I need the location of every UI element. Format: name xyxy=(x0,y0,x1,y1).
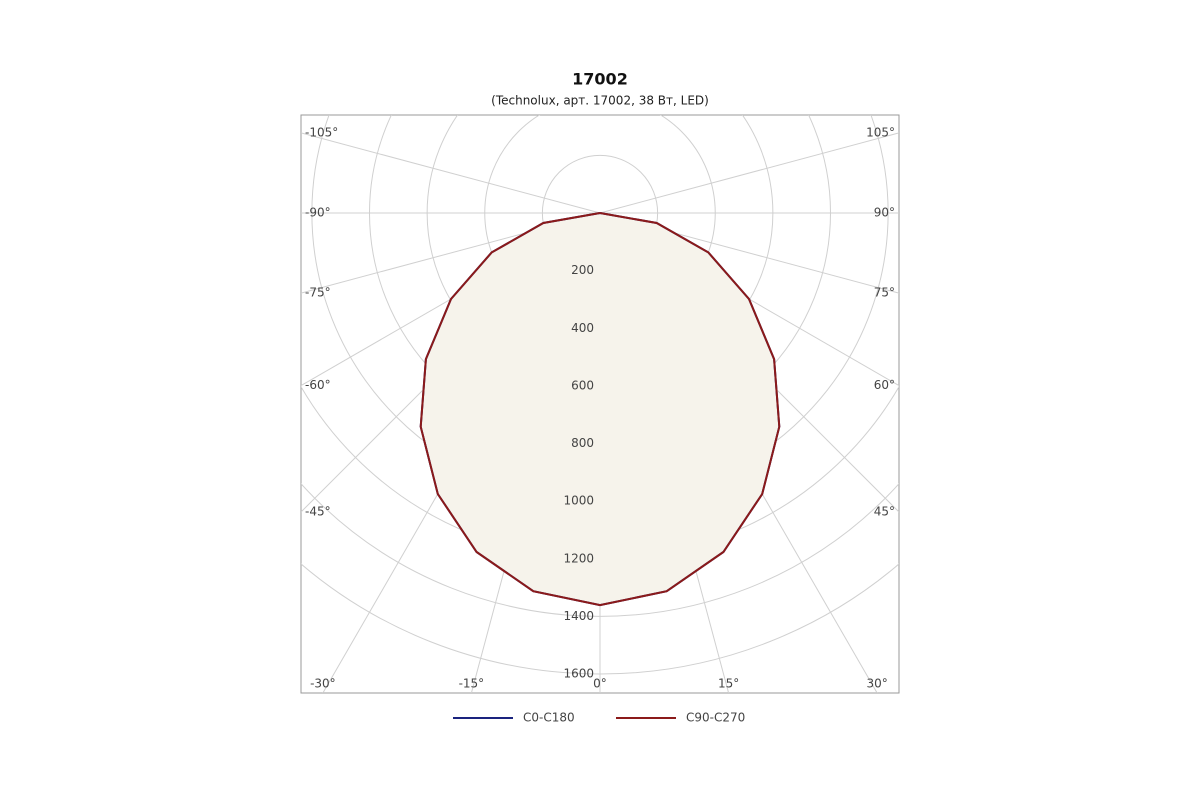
theta-tick-label: 60° xyxy=(874,378,895,392)
r-tick-label: 1000 xyxy=(563,494,594,508)
theta-tick-label: -45° xyxy=(305,505,331,519)
theta-tick-label: 45° xyxy=(874,505,895,519)
theta-tick-label: -60° xyxy=(305,378,331,392)
r-tick-label: 200 xyxy=(571,263,594,277)
theta-tick-label: -30° xyxy=(310,677,336,691)
grid-spoke xyxy=(599,132,899,214)
r-tick-label: 1600 xyxy=(563,667,594,681)
series-line xyxy=(419,212,781,607)
theta-tick-label: 75° xyxy=(874,286,895,300)
r-tick-label: 800 xyxy=(571,436,594,450)
theta-tick-label: 30° xyxy=(866,677,887,691)
chart-subtitle: (Technolux, арт. 17002, 38 Вт, LED) xyxy=(491,94,709,108)
grid-spoke xyxy=(301,132,601,214)
legend-label: C90-C270 xyxy=(686,711,745,725)
area xyxy=(420,213,780,606)
legend-label: C0-C180 xyxy=(523,711,575,725)
theta-tick-label: 105° xyxy=(866,125,895,139)
theta-tick-label: -15° xyxy=(459,677,485,691)
theta-tick-label: -90° xyxy=(305,206,331,220)
r-tick-label: 600 xyxy=(571,378,594,392)
labels: 200 400 600 800 1000 1200 1400 1600 -105° -90° -75… xyxy=(305,125,895,690)
r-tick-label: 400 xyxy=(571,321,594,335)
theta-tick-label: 15° xyxy=(718,677,739,691)
chart-title: 17002 xyxy=(572,70,628,89)
theta-tick-label: 90° xyxy=(874,206,895,220)
theta-tick-label: -75° xyxy=(305,286,331,300)
marks xyxy=(419,212,781,607)
theta-tick-label: 0° xyxy=(593,677,607,691)
r-tick-label: 1200 xyxy=(563,551,594,565)
r-tick-label: 1400 xyxy=(563,609,594,623)
theta-tick-label: -105° xyxy=(305,125,338,139)
